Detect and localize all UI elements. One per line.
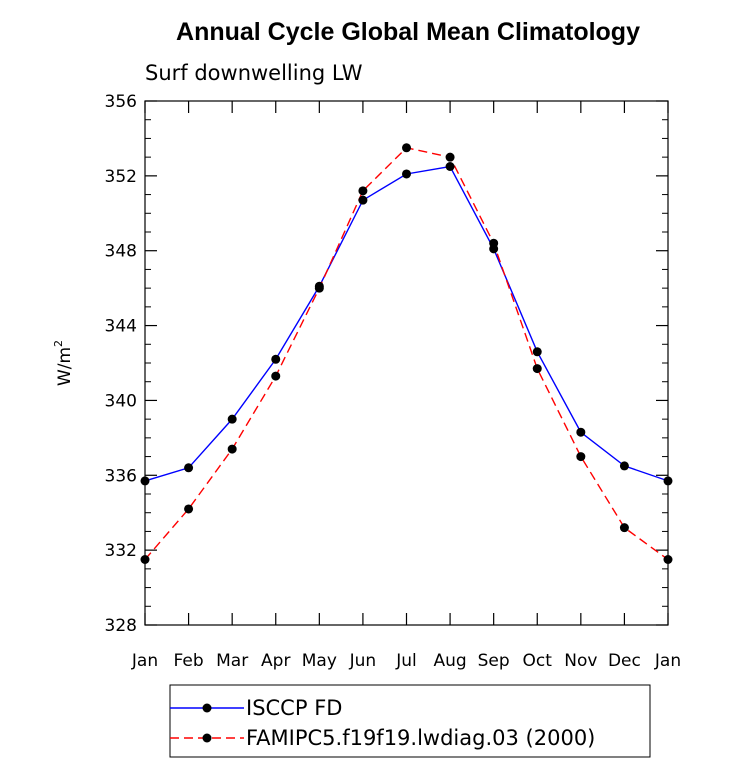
data-point bbox=[184, 504, 194, 514]
data-point bbox=[445, 152, 455, 162]
x-tick-label: Oct bbox=[523, 651, 553, 671]
data-point bbox=[271, 371, 281, 381]
data-point bbox=[619, 461, 629, 471]
data-point bbox=[314, 283, 324, 293]
x-tick-label: Jan bbox=[654, 651, 681, 671]
series-markers bbox=[140, 143, 673, 564]
y-tick-label: 336 bbox=[105, 466, 137, 486]
data-point bbox=[576, 452, 586, 462]
legend-label: FAMIPC5.f19f19.lwdiag.03 (2000) bbox=[246, 726, 595, 750]
y-tick-label: 352 bbox=[105, 167, 137, 187]
x-tick-label: Feb bbox=[174, 651, 204, 671]
data-point bbox=[271, 354, 281, 364]
x-tick-label: May bbox=[302, 651, 337, 671]
x-tick-label: Nov bbox=[564, 651, 597, 671]
data-point bbox=[227, 414, 237, 424]
data-point bbox=[227, 444, 237, 454]
axis-ticks: 328 332 336 340 344 348 352 356 Jan Feb Mar Apr May J… bbox=[105, 92, 682, 671]
data-point bbox=[576, 427, 586, 437]
y-tick-label: 344 bbox=[105, 317, 137, 337]
x-tick-label: Jun bbox=[349, 651, 377, 671]
y-axis-label: W/m2 bbox=[52, 340, 75, 386]
legend-label: ISCCP FD bbox=[246, 696, 342, 720]
data-point bbox=[184, 463, 194, 473]
data-point bbox=[402, 143, 411, 153]
data-point bbox=[619, 523, 629, 533]
y-tick-label: 332 bbox=[105, 541, 137, 561]
plot-frame bbox=[144, 100, 669, 626]
data-point bbox=[532, 347, 542, 357]
y-tick-label: 348 bbox=[105, 242, 137, 262]
data-point bbox=[445, 162, 455, 171]
series-lines bbox=[144, 147, 669, 561]
chart-subtitle: Surf downwelling LW bbox=[145, 61, 363, 85]
legend-box bbox=[169, 684, 651, 758]
data-point bbox=[402, 169, 411, 179]
x-tick-label: Mar bbox=[216, 651, 248, 671]
x-tick-label: Dec bbox=[608, 651, 641, 671]
y-tick-label: 340 bbox=[105, 391, 137, 411]
chart-title: Annual Cycle Global Mean Climatology bbox=[176, 18, 640, 46]
series-line bbox=[144, 165, 669, 482]
x-tick-label: Sep bbox=[478, 651, 510, 671]
data-point bbox=[358, 186, 368, 196]
y-tick-label: 328 bbox=[105, 616, 137, 636]
x-tick-label: Aug bbox=[433, 651, 466, 671]
legend: ISCCP FD FAMIPC5.f19f19.lwdiag.03 (2000) bbox=[169, 684, 651, 758]
y-tick-label: 356 bbox=[105, 92, 137, 112]
x-tick-label: Apr bbox=[261, 651, 290, 671]
series-line bbox=[144, 147, 669, 561]
legend-marker bbox=[202, 703, 212, 713]
x-tick-label: Jan bbox=[131, 651, 158, 671]
data-point bbox=[532, 364, 542, 374]
x-tick-label: Jul bbox=[395, 651, 417, 671]
data-point bbox=[489, 238, 499, 248]
data-point bbox=[358, 195, 368, 205]
legend-marker bbox=[202, 733, 212, 743]
